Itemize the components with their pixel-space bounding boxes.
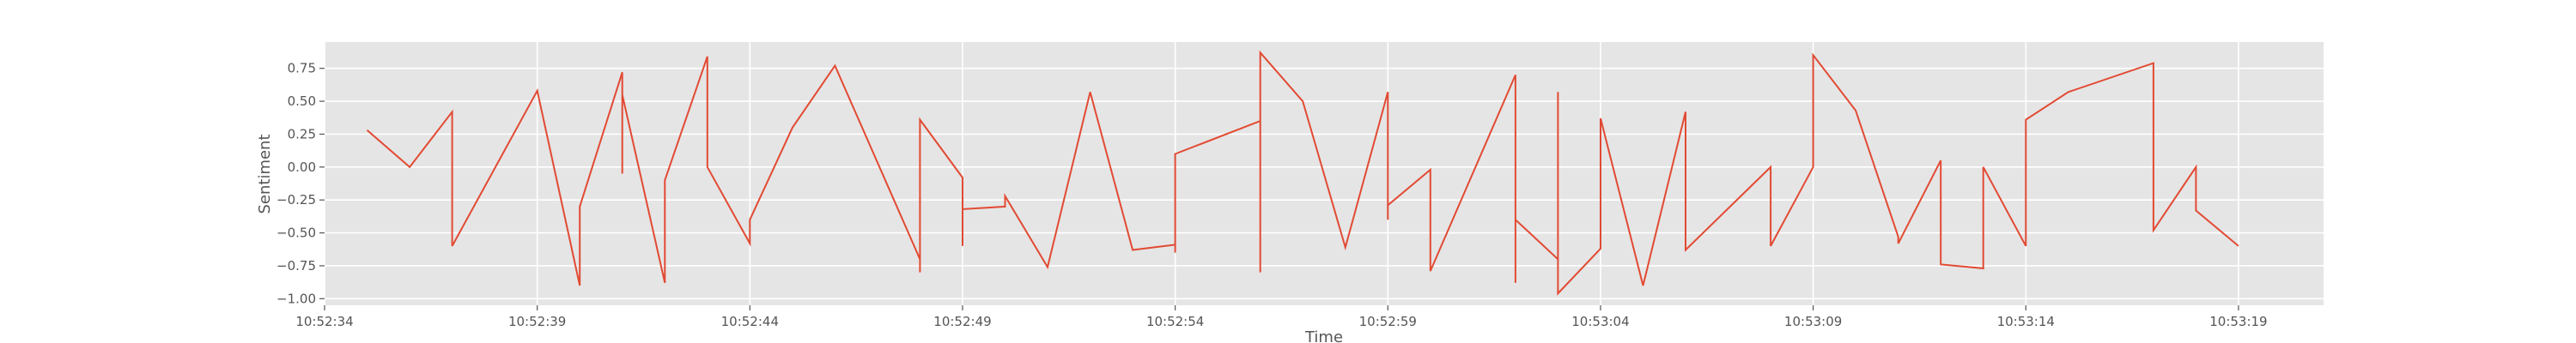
x-axis-title: Time: [1304, 328, 1343, 343]
x-tick-label: 10:53:19: [2209, 314, 2267, 329]
series-lines: [366, 50, 2239, 296]
x-tick-label: 10:52:54: [1146, 314, 1204, 329]
x-axis-ticks: 10:52:34 10:52:39 10:52:44 10:52:49 10:52:54…: [295, 305, 2268, 329]
y-tick-label: −1.00: [276, 291, 316, 306]
grid-lines: [324, 42, 2324, 305]
y-tick-label: 0.75: [288, 61, 316, 76]
x-tick-label: 10:52:34: [295, 314, 353, 329]
x-tick-label: 10:53:14: [1997, 314, 2055, 329]
x-tick-label: 10:53:09: [1784, 314, 1842, 329]
x-tick-label: 10:52:59: [1359, 314, 1417, 329]
y-tick-label: −0.75: [276, 258, 316, 274]
y-axis-ticks: 0.75 0.50 0.25 0.00 −0.25 −0.50 −0.75 −1.00: [276, 61, 325, 306]
y-tick-label: −0.50: [276, 226, 316, 241]
y-tick-label: 0.00: [288, 159, 316, 175]
y-axis-title: Sentiment: [256, 134, 274, 214]
y-tick-label: 0.25: [288, 126, 316, 141]
y-tick-label: 0.50: [288, 93, 316, 109]
x-tick-label: 10:52:39: [508, 314, 566, 329]
x-tick-label: 10:52:49: [933, 314, 991, 329]
x-tick-label: 10:53:04: [1571, 314, 1629, 329]
x-tick-label: 10:52:44: [721, 314, 779, 329]
y-tick-label: −0.25: [276, 192, 316, 208]
